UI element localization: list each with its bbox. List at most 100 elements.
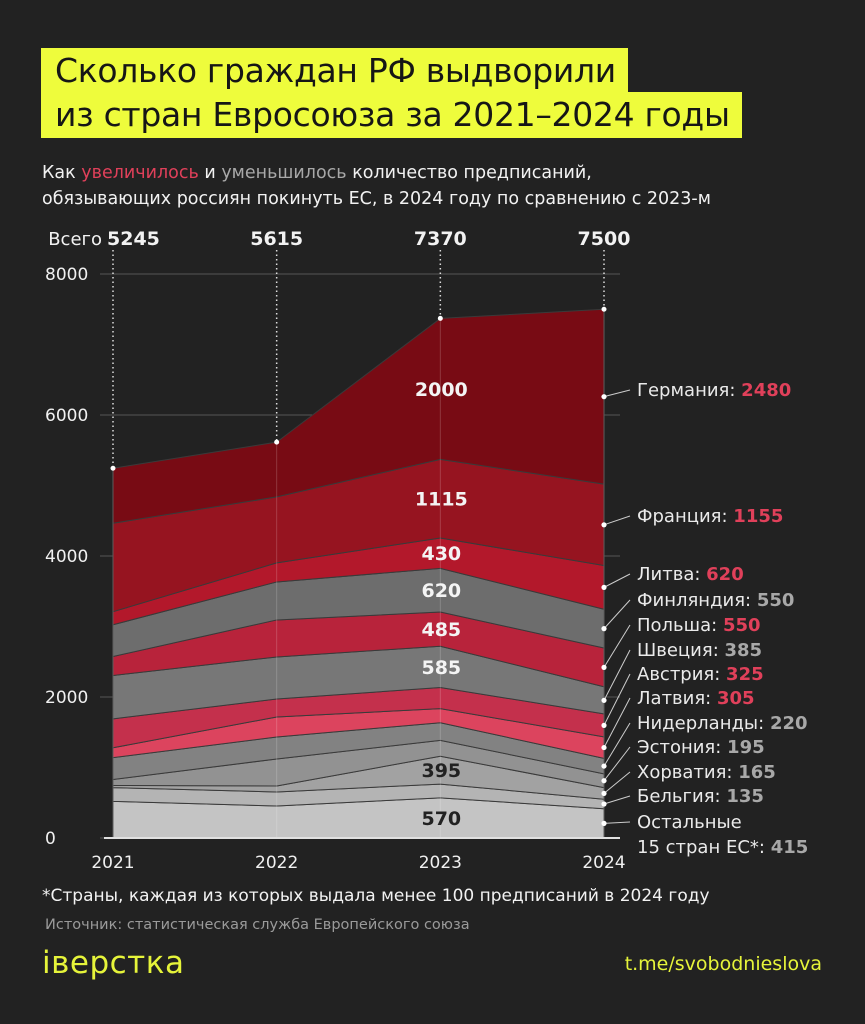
- value-label-2023: 430: [421, 543, 461, 565]
- y-tick-label: 0: [45, 829, 56, 849]
- total-point: [110, 465, 116, 471]
- series-label-name: Австрия:: [637, 664, 726, 685]
- label-point: [601, 394, 607, 400]
- series-label-name: Литва:: [637, 564, 706, 585]
- value-label-2023: 620: [421, 580, 461, 602]
- label-point: [601, 820, 607, 826]
- series-label-name: Франция:: [637, 506, 733, 527]
- series-label: Польша: 550: [637, 615, 761, 636]
- label-connector: [603, 771, 631, 794]
- total-point: [601, 306, 607, 312]
- label-point: [601, 584, 607, 590]
- series-label: Финляндия: 550: [637, 590, 794, 611]
- value-label-2023: 2000: [415, 379, 468, 401]
- label-connector: [603, 624, 631, 668]
- series-label-value: 195: [727, 737, 765, 758]
- label-connector: [603, 599, 631, 629]
- x-tick-label: 2023: [419, 853, 462, 873]
- subtitle-increase: увеличилось: [81, 163, 199, 183]
- label-connector: [603, 673, 631, 726]
- series-label-name: Хорватия:: [637, 762, 738, 783]
- label-point: [601, 790, 607, 797]
- label-point: [601, 722, 607, 728]
- series-label-name: Германия:: [637, 380, 741, 401]
- x-tick-label: 2024: [582, 853, 625, 873]
- label-point: [601, 744, 607, 751]
- footnote: *Страны, каждая из которых выдала менее …: [42, 886, 710, 906]
- subtitle: Как увеличилось и уменьшилось количество…: [42, 160, 711, 212]
- series-label-value: 2480: [741, 380, 791, 401]
- series-label: Хорватия: 165: [637, 762, 776, 783]
- label-point: [601, 522, 607, 528]
- series-label: Франция: 1155: [637, 506, 783, 527]
- total-label: 7370: [414, 228, 467, 250]
- total-label: 5245: [107, 228, 160, 250]
- series-label-value: 550: [723, 615, 761, 636]
- x-tick-label: 2021: [91, 853, 134, 873]
- series-label-value: 325: [726, 664, 764, 685]
- series-label: Бельгия: 135: [637, 786, 764, 807]
- series-label: Германия: 2480: [637, 380, 791, 401]
- total-label: 7500: [578, 228, 631, 250]
- label-point: [601, 664, 607, 670]
- series-label-name: Нидерланды:: [637, 713, 770, 734]
- subtitle-line-2: обязывающих россиян покинуть ЕС, в 2024 …: [42, 189, 711, 209]
- subtitle-text: Как: [42, 163, 82, 183]
- value-label-2023: 485: [421, 619, 461, 641]
- source: Источник: статистическая служба Европейс…: [45, 917, 470, 933]
- value-label-2023: 395: [421, 760, 461, 782]
- totals-prefix: Всего: [48, 229, 102, 250]
- series-label: Латвия: 305: [637, 688, 755, 709]
- y-tick-label: 8000: [45, 265, 88, 285]
- series-label-name: 15 стран ЕС*: 415: [637, 837, 808, 858]
- label-point: [601, 626, 607, 632]
- label-connector: [603, 697, 631, 748]
- series-label-value: 165: [738, 762, 776, 783]
- label-connector: [603, 746, 631, 782]
- total-point: [274, 439, 280, 445]
- label-connector: [603, 573, 631, 588]
- series-label: Швеция: 385: [637, 640, 762, 661]
- series-label-value: 620: [706, 564, 744, 585]
- series-label-name: Остальные: [637, 812, 742, 833]
- label-connector: [603, 821, 631, 824]
- series-label-value: 550: [757, 590, 795, 611]
- title-line-2: из стран Евросоюза за 2021–2024 годы: [41, 92, 742, 138]
- series-label: Литва: 620: [637, 564, 744, 585]
- logo-text: іверстка: [42, 945, 185, 981]
- channel-link[interactable]: t.me/svobodnieslova: [624, 953, 822, 975]
- subtitle-text: количество предписаний,: [346, 163, 592, 183]
- value-label-2023: 585: [421, 657, 461, 679]
- x-tick-label: 2022: [255, 853, 298, 873]
- series-label-name: Швеция:: [637, 640, 725, 661]
- title-line-1: Сколько граждан РФ выдворили: [41, 48, 628, 94]
- series-label-value: 385: [725, 640, 763, 661]
- series-label-value: 220: [770, 713, 808, 734]
- series-label-name: Финляндия:: [637, 590, 757, 611]
- subtitle-text: и: [198, 163, 222, 183]
- label-connector: [603, 515, 631, 526]
- series-label-name: Бельгия:: [637, 786, 726, 807]
- total-label: 5615: [250, 228, 303, 250]
- series-label-value: 135: [726, 786, 764, 807]
- y-tick-label: 6000: [45, 406, 88, 426]
- label-connector: [603, 795, 631, 805]
- value-label-2023: 570: [421, 808, 461, 830]
- y-tick-label: 4000: [45, 547, 88, 567]
- label-connector: [603, 389, 631, 398]
- series-label: Нидерланды: 220: [637, 713, 808, 734]
- label-point: [601, 801, 607, 807]
- series-label-value: 305: [717, 688, 755, 709]
- label-point: [601, 763, 607, 769]
- label-point: [601, 778, 607, 784]
- series-label-name: Эстония:: [637, 737, 727, 758]
- label-point: [601, 697, 607, 703]
- logo: іверстка: [42, 945, 184, 981]
- series-label: Австрия: 325: [637, 664, 764, 685]
- total-point: [437, 315, 443, 321]
- subtitle-decrease: уменьшилось: [221, 163, 347, 183]
- area-12: [112, 308, 605, 524]
- series-label-name: Латвия:: [637, 688, 717, 709]
- y-tick-label: 2000: [45, 688, 88, 708]
